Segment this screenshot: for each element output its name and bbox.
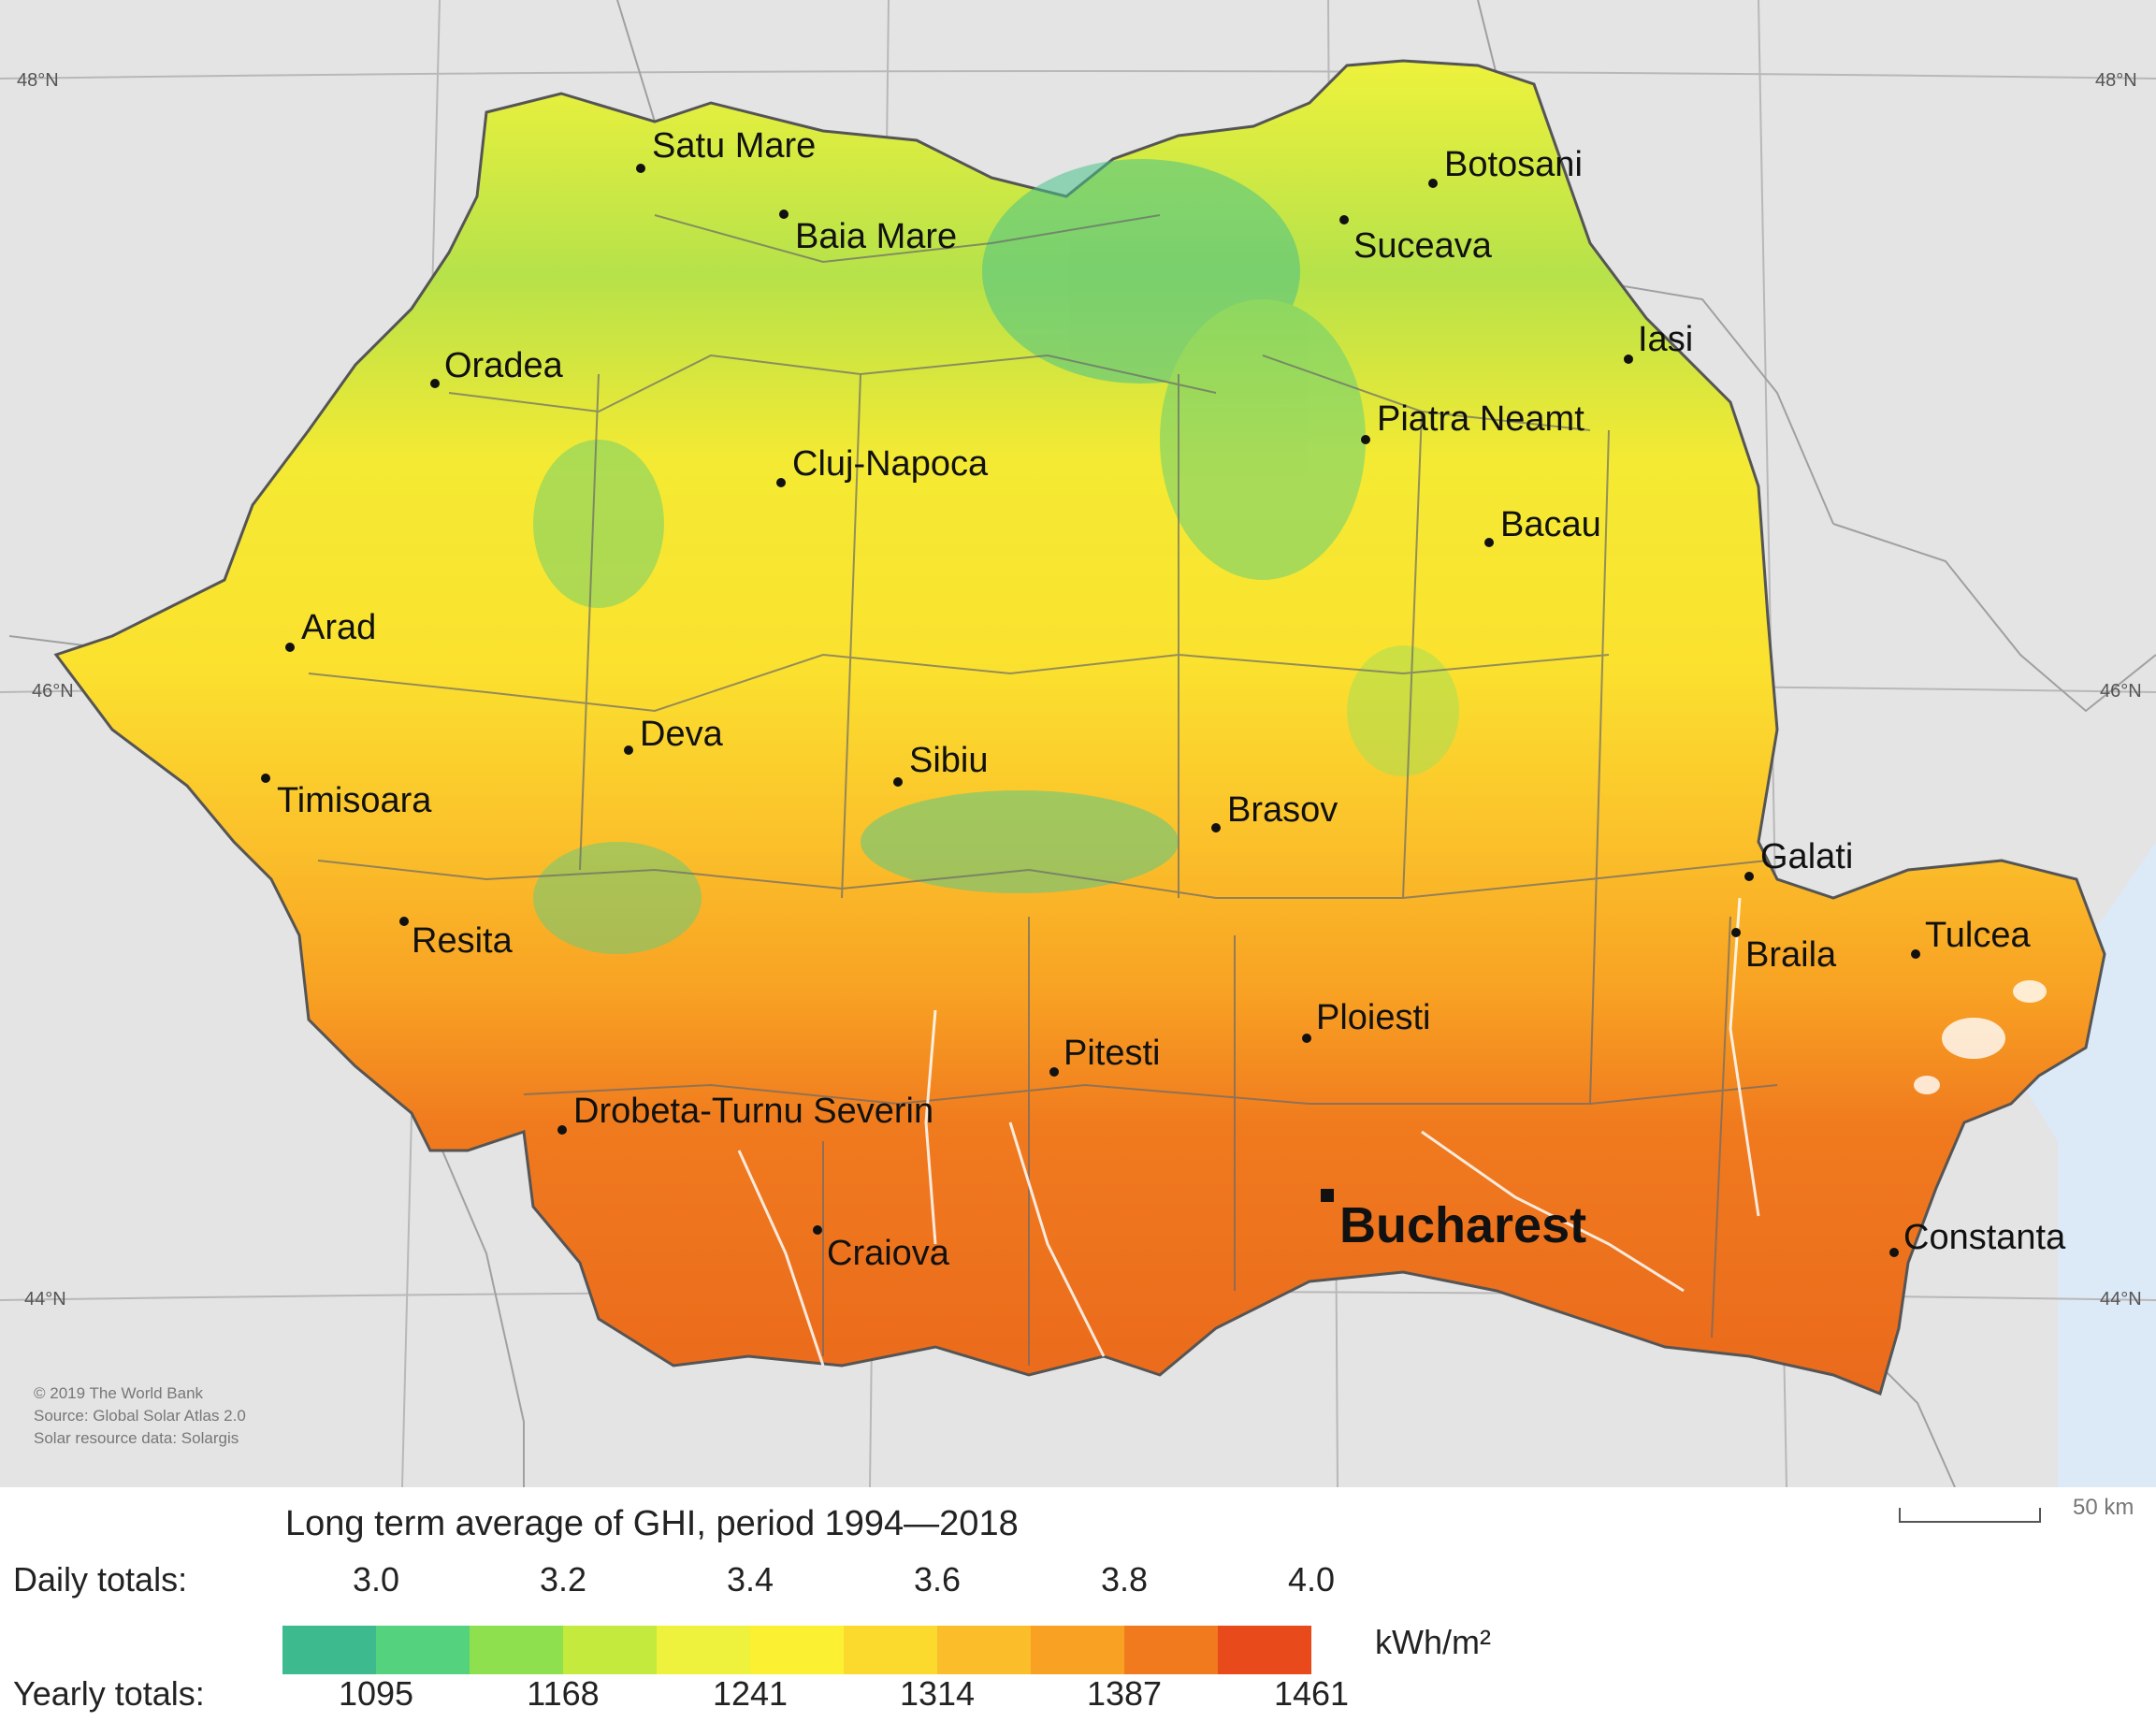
- lat-label-44-right: 44°N: [2100, 1289, 2142, 1310]
- yearly-tick: 1387: [1086, 1674, 1163, 1713]
- city-marker: [813, 1225, 822, 1235]
- yearly-tick: 1095: [338, 1674, 414, 1713]
- romania-territory: [53, 59, 2106, 1396]
- city-label-suceava: Suceava: [1353, 226, 1493, 266]
- city-marker: [1911, 949, 1920, 959]
- city-labels: Satu Mare Baia Mare Botosani Suceava Ias…: [277, 126, 2066, 1273]
- city-marker: [285, 643, 295, 652]
- yearly-totals-label: Yearly totals:: [13, 1674, 205, 1713]
- legend-swatch: [1124, 1626, 1218, 1674]
- city-marker: [1049, 1067, 1059, 1077]
- city-label-cluj-napoca: Cluj-Napoca: [792, 444, 989, 484]
- city-marker: [1211, 823, 1221, 832]
- city-marker: [779, 210, 789, 219]
- city-label-pitesti: Pitesti: [1064, 1034, 1160, 1073]
- city-label-timisoara: Timisoara: [277, 781, 432, 820]
- city-marker: [1361, 435, 1370, 444]
- county-borders: [308, 214, 1778, 1366]
- city-label-sibiu: Sibiu: [909, 741, 989, 780]
- lat-label-44-left: 44°N: [24, 1289, 66, 1310]
- daily-tick: 4.0: [1287, 1560, 1336, 1599]
- daily-totals-label: Daily totals:: [13, 1560, 188, 1599]
- city-label-bucharest: Bucharest: [1339, 1197, 1586, 1253]
- city-marker: [1744, 872, 1754, 881]
- rivers: [737, 897, 1760, 1367]
- city-marker: [557, 1125, 567, 1135]
- scale-label: 50 km: [2073, 1495, 2134, 1520]
- yearly-tick: 1168: [527, 1674, 600, 1713]
- city-label-galati: Galati: [1760, 837, 1853, 876]
- romania-ghi-map: Satu Mare Baia Mare Botosani Suceava Ias…: [0, 0, 2156, 1487]
- city-marker: [1889, 1248, 1899, 1257]
- city-marker: [430, 379, 440, 388]
- legend-title: Long term average of GHI, period 1994—20…: [285, 1504, 1019, 1543]
- city-label-arad: Arad: [301, 608, 376, 647]
- scale-bar: [1899, 1508, 2041, 1523]
- capital-marker: [1321, 1189, 1334, 1202]
- city-label-piatra-neamt: Piatra Neamt: [1377, 399, 1584, 439]
- city-label-baia-mare: Baia Mare: [795, 217, 957, 256]
- city-marker: [624, 745, 633, 755]
- legend-unit: kWh/m²: [1375, 1623, 1491, 1661]
- map-credits: © 2019 The World Bank Source: Global Sol…: [34, 1382, 246, 1450]
- legend-swatch: [282, 1626, 376, 1674]
- lat-label-46-left: 46°N: [32, 681, 74, 702]
- city-label-craiova: Craiova: [827, 1234, 950, 1273]
- city-label-constanta: Constanta: [1903, 1218, 2066, 1257]
- lat-label-46-right: 46°N: [2100, 681, 2142, 702]
- credit-line: © 2019 The World Bank: [34, 1384, 204, 1402]
- credit-line: Solar resource data: Solargis: [34, 1429, 239, 1447]
- legend-swatch: [1218, 1626, 1311, 1674]
- daily-tick: 3.2: [539, 1560, 587, 1599]
- legend-swatch: [1031, 1626, 1124, 1674]
- city-marker: [893, 777, 903, 787]
- city-marker: [399, 917, 409, 926]
- daily-tick: 3.4: [726, 1560, 774, 1599]
- lat-label-48-right: 48°N: [2095, 70, 2137, 91]
- city-label-brasov: Brasov: [1227, 790, 1338, 830]
- highland-zones: [533, 159, 1459, 954]
- delta-lakes: [1914, 980, 2047, 1094]
- daily-tick: 3.6: [913, 1560, 962, 1599]
- city-label-iasi: Iasi: [1638, 320, 1693, 359]
- yearly-tick: 1461: [1273, 1674, 1350, 1713]
- city-label-satu-mare: Satu Mare: [652, 126, 816, 166]
- city-marker: [1731, 928, 1741, 937]
- city-label-bacau: Bacau: [1500, 505, 1601, 544]
- city-marker: [1339, 215, 1349, 224]
- daily-tick: 3.8: [1100, 1560, 1149, 1599]
- city-label-oradea: Oradea: [444, 346, 564, 385]
- legend-swatch: [937, 1626, 1031, 1674]
- city-label-deva: Deva: [640, 715, 724, 754]
- city-label-ploiesti: Ploiesti: [1316, 998, 1431, 1037]
- city-marker: [1624, 355, 1633, 364]
- city-marker: [776, 478, 786, 487]
- credit-line: Source: Global Solar Atlas 2.0: [34, 1407, 246, 1425]
- city-label-braila: Braila: [1745, 935, 1837, 975]
- city-marker: [261, 774, 270, 783]
- city-marker: [1428, 179, 1438, 188]
- color-scale-bar: [282, 1626, 1311, 1674]
- legend-swatch: [563, 1626, 657, 1674]
- city-label-resita: Resita: [412, 921, 514, 961]
- city-markers: [261, 164, 1920, 1257]
- daily-tick: 3.0: [352, 1560, 400, 1599]
- city-marker: [1484, 538, 1494, 547]
- city-label-tulcea: Tulcea: [1925, 916, 2032, 955]
- city-marker: [1302, 1034, 1311, 1043]
- legend-swatch: [470, 1626, 563, 1674]
- latitude-labels: 48°N 48°N 46°N 46°N 44°N 44°N: [17, 70, 2142, 1310]
- yearly-tick: 1241: [712, 1674, 789, 1713]
- legend-swatch: [844, 1626, 937, 1674]
- yearly-tick: 1314: [899, 1674, 976, 1713]
- legend-swatch: [376, 1626, 470, 1674]
- city-label-drobeta-turnu-severin: Drobeta-Turnu Severin: [573, 1092, 933, 1131]
- lat-label-48-left: 48°N: [17, 70, 59, 91]
- city-marker: [636, 164, 645, 173]
- legend-swatch: [657, 1626, 750, 1674]
- legend-swatch: [750, 1626, 844, 1674]
- city-label-botosani: Botosani: [1444, 145, 1583, 184]
